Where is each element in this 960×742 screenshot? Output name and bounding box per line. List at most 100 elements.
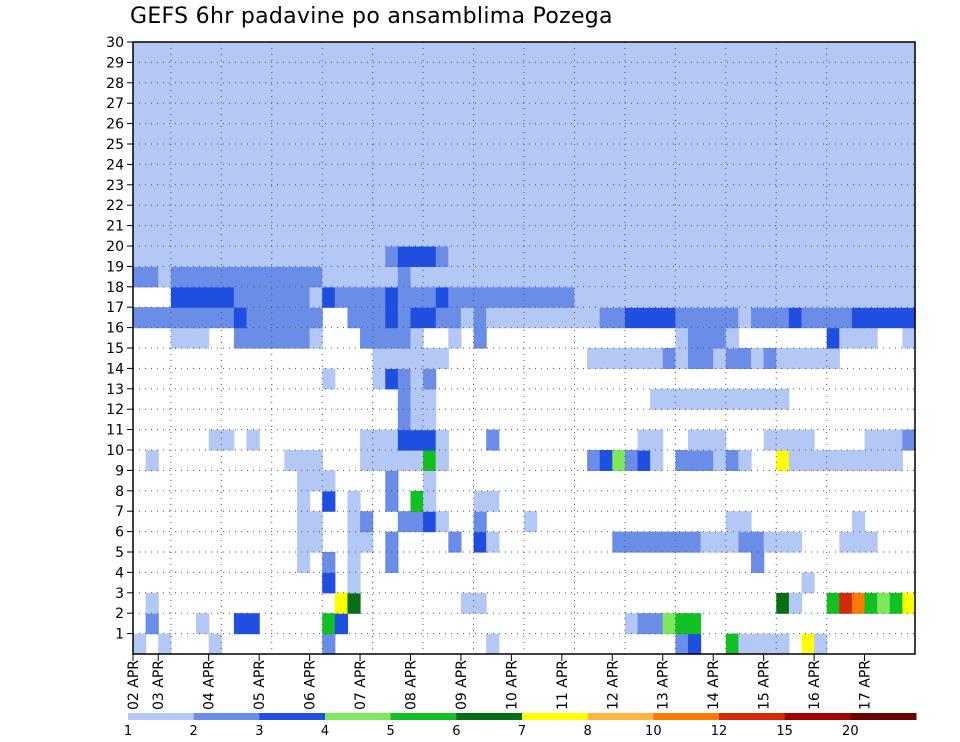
heatmap-cell [385,470,399,492]
heatmap-cell [624,266,639,288]
y-tick-label: 21 [106,219,124,235]
heatmap-cell [511,307,525,329]
heatmap-cell [826,144,840,165]
legend-swatch [390,713,457,720]
dotted-grid [133,42,915,654]
heatmap-cell [524,511,538,533]
heatmap-cell [385,144,399,165]
heatmap-cell [183,205,197,227]
heatmap-cell [725,103,740,125]
heatmap-cell [662,123,676,145]
heatmap-cell [524,307,538,329]
heatmap-cell [877,62,891,84]
heatmap-cell [814,184,828,206]
heatmap-cell [486,225,500,247]
heatmap-cell [524,225,538,247]
heatmap-cell [347,552,361,573]
heatmap-cell [549,103,563,125]
heatmap-cell [410,348,424,369]
heatmap-cell [851,205,866,227]
heatmap-cell [322,42,336,63]
heatmap-cell [776,103,790,125]
heatmap-cell [650,286,664,308]
heatmap-cell [322,62,336,84]
heatmap-cell [549,184,563,206]
heatmap-cell [473,82,487,104]
heatmap-cell [675,388,689,410]
heatmap-cell [397,164,412,186]
heatmap-cell [259,307,273,329]
heatmap-cell [410,286,424,308]
heatmap-cell [839,450,853,471]
heatmap-cell [902,82,916,104]
heatmap-cell [309,246,323,267]
heatmap-cell [334,225,349,247]
heatmap-cell [650,307,664,329]
heatmap-cell [700,144,714,165]
heatmap-cell [133,164,147,186]
heatmap-cell [397,103,412,125]
heatmap-cell [713,123,727,145]
heatmap-cell [423,62,437,84]
heatmap-cell [902,307,916,329]
heatmap-cell [158,633,172,655]
heatmap-cell [435,184,449,206]
heatmap-cell [864,144,878,165]
heatmap-cell [498,103,512,125]
heatmap-cell [675,348,689,369]
heatmap-cell [309,205,323,227]
heatmap-cell [372,286,386,308]
heatmap-cell [587,307,601,329]
heatmap-cell [145,450,159,471]
heatmap-cell [410,184,424,206]
heatmap-cell [397,286,412,308]
heatmap-cell [889,286,903,308]
heatmap-cell [536,62,550,84]
heatmap-cell [549,82,563,104]
x-tick-label: 09 APR [454,660,470,710]
heatmap-cell [246,82,260,104]
heatmap-cell [145,144,159,165]
heatmap-cell [877,144,891,165]
heatmap-cell [372,103,386,125]
heatmap-cell [599,184,613,206]
heatmap-cell [889,266,903,288]
legend-swatch [259,713,326,720]
heatmap-cell [738,225,752,247]
heatmap-cell [826,266,840,288]
heatmap-cell [662,184,676,206]
heatmap-cell [221,266,235,288]
heatmap-cell [397,82,412,104]
legend-label: 10 [645,724,662,739]
heatmap-cell [700,348,714,369]
heatmap-cell [624,531,639,553]
y-tick-label: 3 [115,586,124,602]
heatmap-cell [498,123,512,145]
heatmap-cell [851,62,866,84]
heatmap-cell [662,531,676,553]
heatmap-cell [864,82,878,104]
heatmap-cell [864,205,878,227]
heatmap-cell [549,266,563,288]
heatmap-cell [448,82,462,104]
heatmap-cell [587,450,601,471]
heatmap-cell [460,164,475,186]
heatmap-cell [788,531,803,553]
heatmap-cell [296,42,311,63]
heatmap-cell [650,42,664,63]
heatmap-cell [763,388,777,410]
heatmap-cell [877,82,891,104]
heatmap-cell [738,511,752,533]
heatmap-cell [271,144,285,165]
heatmap-cell [599,123,613,145]
y-tick-label: 5 [115,545,124,561]
heatmap-cell [877,450,891,471]
heatmap-cell [650,348,664,369]
heatmap-cell [372,225,386,247]
heatmap-cell [561,184,576,206]
heatmap-cell [486,164,500,186]
heatmap-cell [486,103,500,125]
heatmap-cell [486,286,500,308]
heatmap-cell [423,144,437,165]
heatmap-cell [662,164,676,186]
